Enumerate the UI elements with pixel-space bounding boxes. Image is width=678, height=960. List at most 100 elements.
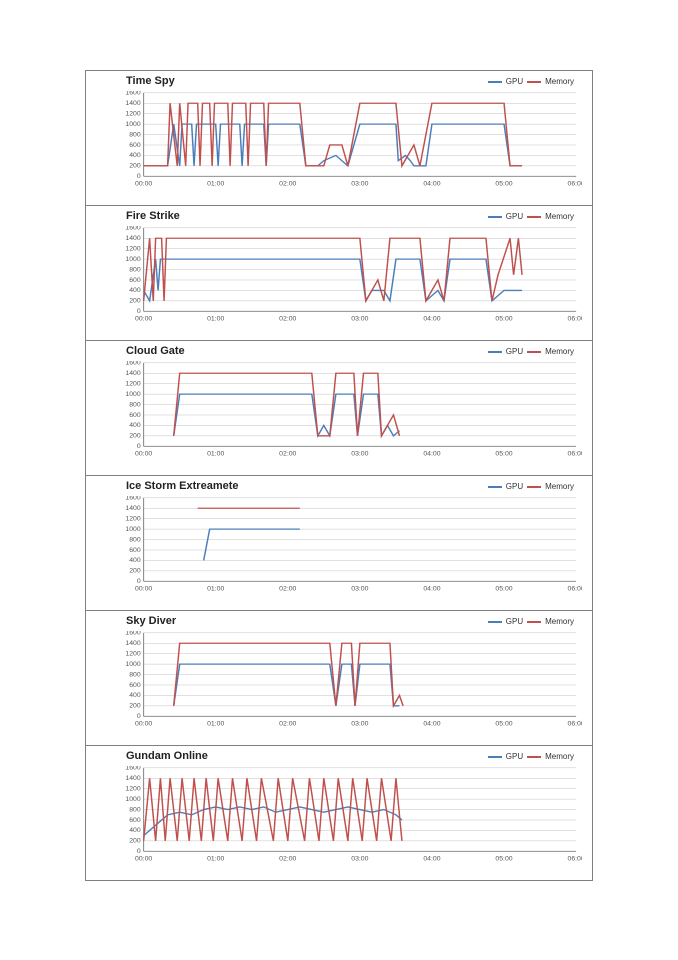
legend-label: GPU [506, 482, 523, 491]
svg-text:02:00: 02:00 [279, 856, 297, 863]
svg-text:0: 0 [137, 848, 141, 855]
svg-text:06:00: 06:00 [568, 721, 582, 728]
svg-text:600: 600 [129, 412, 141, 419]
chart-legend: GPUMemory [488, 347, 574, 356]
svg-text:1400: 1400 [125, 370, 141, 377]
svg-text:04:00: 04:00 [423, 586, 441, 593]
legend-label: Memory [545, 77, 574, 86]
legend-swatch [527, 486, 541, 488]
svg-text:1000: 1000 [125, 526, 141, 533]
svg-text:01:00: 01:00 [207, 586, 225, 593]
plot-area: 0200400600800100012001400160000:0001:000… [122, 361, 582, 459]
svg-text:03:00: 03:00 [351, 181, 369, 188]
legend-swatch [488, 216, 502, 218]
svg-text:1200: 1200 [125, 111, 141, 118]
legend-swatch [488, 351, 502, 353]
svg-text:02:00: 02:00 [279, 586, 297, 593]
svg-text:02:00: 02:00 [279, 316, 297, 323]
svg-text:400: 400 [129, 557, 141, 564]
svg-text:0: 0 [137, 578, 141, 585]
svg-text:1400: 1400 [125, 505, 141, 512]
legend-label: Memory [545, 347, 574, 356]
chart-title: Fire Strike [126, 210, 180, 222]
svg-text:03:00: 03:00 [351, 856, 369, 863]
svg-text:06:00: 06:00 [568, 181, 582, 188]
plot-area: 0200400600800100012001400160000:0001:000… [122, 766, 582, 864]
svg-text:03:00: 03:00 [351, 586, 369, 593]
svg-text:600: 600 [129, 547, 141, 554]
svg-text:600: 600 [129, 682, 141, 689]
svg-text:1000: 1000 [125, 796, 141, 803]
svg-text:02:00: 02:00 [279, 181, 297, 188]
svg-text:00:00: 00:00 [135, 856, 153, 863]
chart-cell: Cloud GateGPUMemory020040060080010001200… [86, 341, 592, 476]
plot-area: 0200400600800100012001400160000:0001:000… [122, 91, 582, 189]
svg-text:200: 200 [129, 568, 141, 575]
svg-text:05:00: 05:00 [495, 586, 513, 593]
svg-text:01:00: 01:00 [207, 856, 225, 863]
svg-text:0: 0 [137, 308, 141, 315]
page: Time SpyGPUMemory02004006008001000120014… [0, 0, 678, 960]
svg-text:06:00: 06:00 [568, 856, 582, 863]
svg-text:00:00: 00:00 [135, 316, 153, 323]
svg-text:1400: 1400 [125, 235, 141, 242]
legend-swatch [527, 756, 541, 758]
legend-label: GPU [506, 617, 523, 626]
svg-text:800: 800 [129, 672, 141, 679]
svg-text:1400: 1400 [125, 775, 141, 782]
chart-legend: GPUMemory [488, 212, 574, 221]
svg-text:01:00: 01:00 [207, 316, 225, 323]
svg-text:04:00: 04:00 [423, 451, 441, 458]
svg-text:05:00: 05:00 [495, 451, 513, 458]
svg-text:00:00: 00:00 [135, 181, 153, 188]
svg-text:1000: 1000 [125, 661, 141, 668]
legend-label: Memory [545, 482, 574, 491]
svg-text:800: 800 [129, 402, 141, 409]
svg-text:1600: 1600 [125, 631, 141, 637]
svg-text:200: 200 [129, 163, 141, 170]
chart-title: Gundam Online [126, 750, 208, 762]
svg-text:800: 800 [129, 537, 141, 544]
svg-text:400: 400 [129, 152, 141, 159]
legend-label: Memory [545, 617, 574, 626]
legend-label: GPU [506, 752, 523, 761]
svg-text:400: 400 [129, 287, 141, 294]
svg-text:1400: 1400 [125, 640, 141, 647]
svg-text:0: 0 [137, 173, 141, 180]
plot-area: 0200400600800100012001400160000:0001:000… [122, 631, 582, 729]
svg-text:1600: 1600 [125, 91, 141, 97]
chart-cell: Ice Storm Extreamete GPU Memory 0 200 400 600 8… [86, 476, 592, 611]
svg-text:04:00: 04:00 [423, 181, 441, 188]
plot-area: 0200400600800100012001400160000:0001:000… [122, 496, 582, 594]
svg-text:800: 800 [129, 132, 141, 139]
svg-text:400: 400 [129, 827, 141, 834]
svg-text:800: 800 [129, 807, 141, 814]
legend-swatch [527, 621, 541, 623]
svg-text:1000: 1000 [125, 256, 141, 263]
svg-text:04:00: 04:00 [423, 721, 441, 728]
svg-text:05:00: 05:00 [495, 181, 513, 188]
chart-legend: GPUMemory [488, 752, 574, 761]
chart-cell: Fire StrikeGPUMemory02004006008001000120… [86, 206, 592, 341]
svg-text:600: 600 [129, 277, 141, 284]
svg-text:200: 200 [129, 433, 141, 440]
svg-text:1000: 1000 [125, 391, 141, 398]
svg-text:04:00: 04:00 [423, 316, 441, 323]
chart-legend: GPU Memory [488, 482, 574, 491]
svg-text:1000: 1000 [125, 121, 141, 128]
legend-label: GPU [506, 212, 523, 221]
svg-text:400: 400 [129, 422, 141, 429]
svg-text:05:00: 05:00 [495, 721, 513, 728]
svg-text:03:00: 03:00 [351, 721, 369, 728]
svg-text:400: 400 [129, 692, 141, 699]
svg-text:05:00: 05:00 [495, 856, 513, 863]
chart-title: Ice Storm Extreamete [126, 480, 239, 492]
svg-text:1200: 1200 [125, 786, 141, 793]
legend-swatch [488, 621, 502, 623]
svg-text:01:00: 01:00 [207, 451, 225, 458]
legend-swatch [488, 486, 502, 488]
chart-cell: Sky DiverGPUMemory0200400600800100012001… [86, 611, 592, 746]
svg-text:01:00: 01:00 [207, 721, 225, 728]
svg-text:04:00: 04:00 [423, 856, 441, 863]
svg-text:06:00: 06:00 [568, 451, 582, 458]
